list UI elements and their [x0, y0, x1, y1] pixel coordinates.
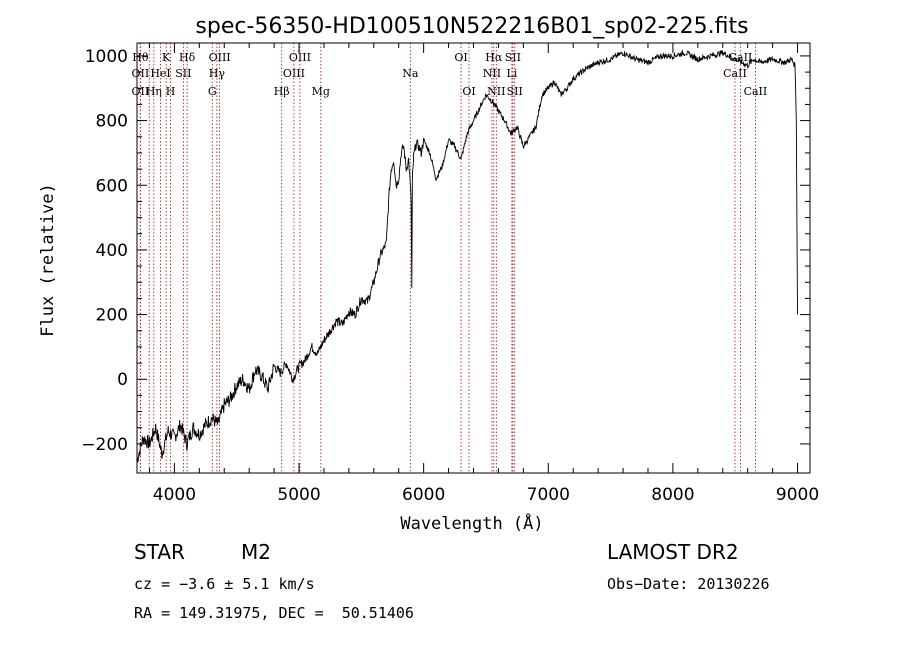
line-marker-label: CaII: [729, 51, 753, 64]
spectrum-series: [136, 49, 798, 463]
line-marker-label: Hη: [146, 85, 162, 98]
line-marker-label: SII: [507, 85, 523, 98]
plot-frame: [136, 42, 811, 474]
y-tick-label: −200: [81, 435, 128, 455]
line-marker-label: Hδ: [179, 51, 196, 64]
line-marker-label: OIII: [283, 67, 305, 80]
line-marker-label: Hγ: [209, 67, 226, 80]
spectrum-line: [136, 49, 798, 463]
coordinates-info: RA = 149.31975, DEC = 50.51406: [134, 604, 414, 622]
line-marker-label: SII: [505, 51, 521, 64]
line-marker-label: NII: [483, 67, 501, 80]
line-marker-label: Hβ: [274, 85, 290, 98]
y-tick-label: 1000: [85, 47, 128, 67]
x-tick-label: 5000: [277, 485, 320, 505]
line-marker-label: Na: [402, 67, 419, 80]
line-marker-label: OI: [462, 85, 475, 98]
line-marker-label: G: [208, 85, 217, 98]
x-tick-label: 4000: [153, 485, 196, 505]
line-marker-label: OII: [132, 85, 150, 98]
line-marker-label: HeI: [150, 67, 170, 80]
line-marker-label: NII: [487, 85, 505, 98]
observation-date: Obs−Date: 20130226: [607, 575, 770, 593]
x-tick-label: 9000: [776, 485, 819, 505]
line-marker-label: H: [166, 85, 176, 98]
line-marker-label: OI: [454, 51, 467, 64]
line-marker-label: CaII: [723, 67, 747, 80]
x-tick-label: 8000: [651, 485, 694, 505]
y-tick-label: 0: [117, 370, 128, 390]
line-marker-label: CaII: [744, 85, 768, 98]
axis-ticks: 4000 5000 6000 7000 8000 9000 −200 0 200 400 600 80…: [81, 43, 819, 505]
line-marker-label: OII: [132, 67, 150, 80]
survey-name: LAMOST DR2: [607, 540, 739, 564]
y-tick-label: 200: [96, 306, 128, 326]
line-marker-label: OIII: [289, 51, 311, 64]
x-axis-label: Wavelength (Å): [400, 512, 543, 534]
y-tick-label: 600: [96, 176, 128, 196]
y-tick-label: 800: [96, 112, 128, 132]
y-axis-label: Flux (relative): [38, 183, 58, 337]
line-marker-label: SII: [175, 67, 191, 80]
chart-title: spec-56350-HD100510N522216B01_sp02-225.f…: [195, 14, 748, 39]
line-marker-label: Mg: [312, 85, 330, 98]
line-marker-label: OIII: [209, 51, 231, 64]
line-markers: HθOIIOIIHηHeIKHSIIHδGHγOIIIHβOIIIOIIIMgN…: [132, 43, 768, 473]
redshift-info: cz = −3.6 ± 5.1 km/s: [134, 575, 315, 593]
line-marker-label: K: [162, 51, 171, 64]
y-tick-label: 400: [96, 241, 128, 261]
line-marker-label: Hα: [485, 51, 503, 64]
object-subclass: M2: [241, 540, 271, 564]
x-tick-label: 7000: [527, 485, 570, 505]
x-tick-label: 6000: [402, 485, 445, 505]
line-marker-label: Li: [506, 67, 517, 80]
object-class: STAR: [134, 540, 185, 564]
